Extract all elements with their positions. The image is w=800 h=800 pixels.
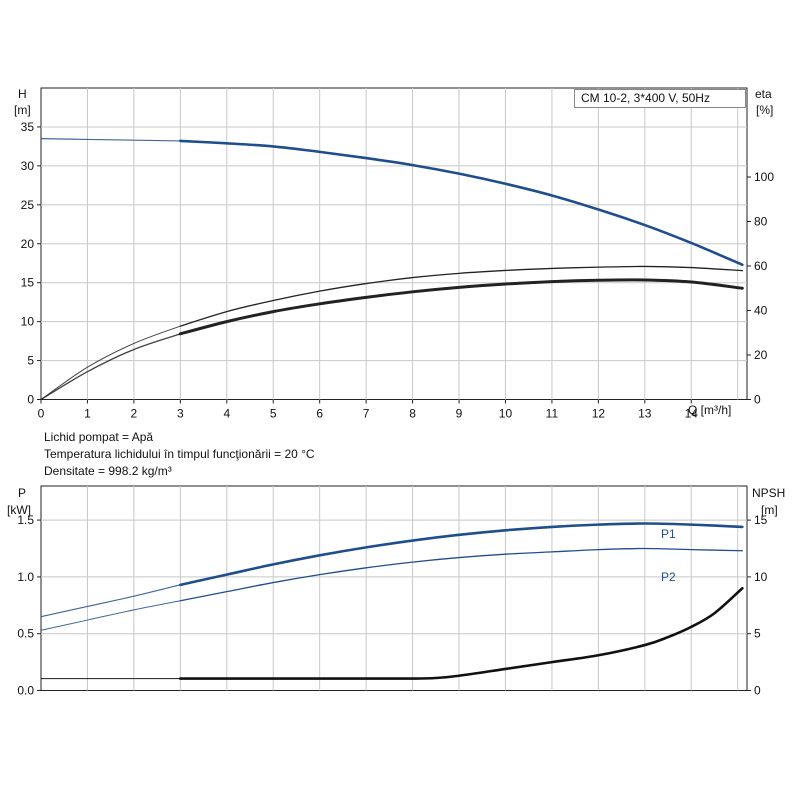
top-right-tick-label: 40	[754, 304, 768, 318]
bottom-right-axis-label-line2: [m]	[761, 503, 778, 517]
x-tick-label: 14	[685, 407, 699, 421]
bottom-left-tick-label: 0.0	[17, 684, 34, 698]
top-left-tick-label: 20	[21, 237, 35, 251]
top-right-tick-label: 80	[754, 215, 768, 229]
x-tick-label: 13	[638, 407, 652, 421]
note-liquid: Lichid pompat = Apă	[44, 430, 153, 444]
top-left-tick-label: 10	[21, 315, 35, 329]
head-curve	[179, 139, 744, 267]
bottom-right-tick-label: 5	[754, 627, 761, 641]
x-tick-label: 5	[270, 407, 277, 421]
series-label-p2: P2	[661, 570, 676, 584]
top-left-tick-label: 15	[21, 276, 35, 290]
x-tick-label: 7	[363, 407, 370, 421]
efficiency-curve-thick	[178, 278, 744, 336]
top-right-tick-label: 100	[754, 170, 774, 184]
top-left-tick-label: 30	[21, 159, 35, 173]
p2-power-curve-extrapolated	[40, 600, 181, 631]
bottom-right-tick-label: 0	[754, 684, 761, 698]
x-tick-label: 0	[38, 407, 45, 421]
efficiency-curve-thin-extrapolated	[40, 325, 181, 400]
x-tick-label: 8	[409, 407, 416, 421]
x-tick-label: 3	[177, 407, 184, 421]
top-left-tick-label: 25	[21, 198, 35, 212]
top-right-tick-label: 60	[754, 259, 768, 273]
npsh-curve	[179, 586, 744, 680]
chart-title: CM 10-2, 3*400 V, 50Hz	[574, 89, 746, 108]
top-right-axis-label-line2: [%]	[756, 103, 773, 117]
efficiency-curve-thick-extrapolated	[40, 333, 181, 401]
bottom-chart-grid: 0.0 0.5 1.0 1.5 0 5 10 15	[17, 485, 768, 698]
x-tick-label: 10	[499, 407, 513, 421]
p2-power-curve	[179, 547, 744, 602]
x-tick-label: 9	[456, 407, 463, 421]
head-curve-extrapolated	[40, 138, 181, 142]
x-tick-label: 1	[84, 407, 91, 421]
bottom-right-axis-label-line1: NPSH	[752, 486, 785, 500]
bottom-left-tick-label: 1.0	[17, 570, 34, 584]
bottom-left-axis-label-line2: [kW]	[7, 503, 31, 517]
x-tick-label: 2	[131, 407, 138, 421]
note-temperature: Temperatura lichidului în timpul funcţio…	[44, 447, 315, 461]
x-tick-label: 11	[546, 407, 559, 421]
bottom-right-tick-label: 10	[754, 570, 768, 584]
top-right-axis-label-line1: eta	[755, 87, 772, 101]
p1-power-curve	[179, 522, 744, 587]
top-left-tick-label: 35	[21, 120, 35, 134]
bottom-right-tick-label: 15	[754, 513, 768, 527]
top-right-tick-label: 0	[754, 393, 761, 407]
top-right-tick-label: 20	[754, 348, 768, 362]
chart-marks	[40, 138, 744, 680]
efficiency-curve-thin	[179, 265, 744, 327]
bottom-left-tick-label: 0.5	[17, 627, 34, 641]
series-label-p1: P1	[661, 527, 676, 541]
x-tick-label: 4	[223, 407, 230, 421]
bottom-plot-frame	[40, 485, 748, 691]
chart-labels: H [m] eta [%] Q [m³/h] Lichid pompat = A…	[7, 87, 785, 584]
x-tick-label: 12	[592, 407, 606, 421]
bottom-left-tick-label: 1.5	[17, 513, 34, 527]
x-axis-label: Q [m³/h]	[688, 403, 731, 417]
top-left-axis-label-line2: [m]	[14, 103, 31, 117]
top-left-tick-label: 0	[27, 393, 34, 407]
p1-power-curve-extrapolated	[40, 584, 181, 618]
bottom-left-axis-label-line1: P	[18, 486, 26, 500]
top-left-axis-label-line1: H	[18, 87, 27, 101]
x-tick-label: 6	[316, 407, 323, 421]
top-left-tick-label: 5	[27, 354, 34, 368]
note-density: Densitate = 998.2 kg/m³	[44, 464, 172, 478]
